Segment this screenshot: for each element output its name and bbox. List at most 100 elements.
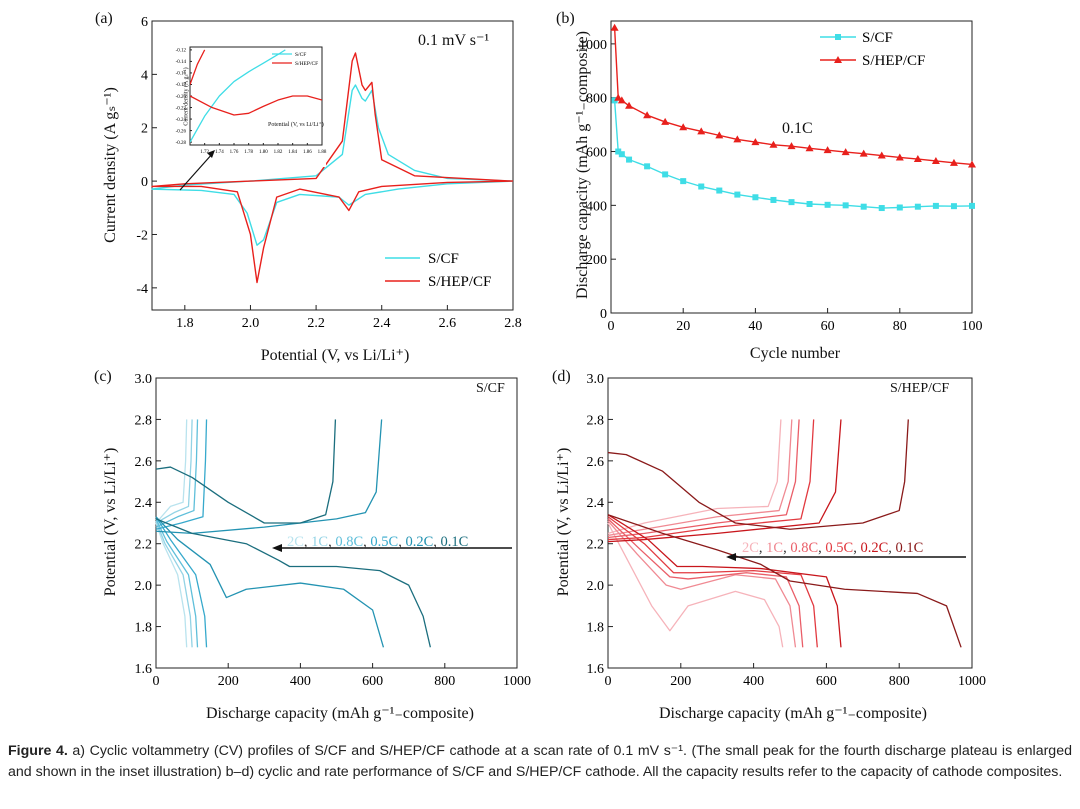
c-ytick-label: 2.8 bbox=[135, 413, 153, 428]
c-xtick-label: 800 bbox=[434, 674, 455, 689]
inset-xtick-label: 1.76 bbox=[230, 150, 239, 155]
data-point bbox=[824, 201, 831, 208]
data-point bbox=[788, 199, 795, 206]
data-point bbox=[969, 202, 975, 209]
caption-label: Figure 4. bbox=[8, 743, 68, 759]
data-point bbox=[662, 171, 669, 178]
charge-curve-0.1C bbox=[155, 419, 337, 524]
legend-label-a: S/HEP/CF bbox=[428, 274, 491, 290]
inset-xtick-label: 1.88 bbox=[318, 150, 327, 155]
inset-legend-label: S/CF bbox=[295, 52, 306, 58]
charge-curve-0.5C bbox=[607, 419, 815, 541]
rate-label-0.1C: 0.1C bbox=[895, 540, 923, 556]
inset-xtick-label: 1.84 bbox=[288, 150, 297, 155]
b-ylabel: Discharge capacity (mAh g⁻¹₋composite) bbox=[574, 31, 591, 299]
a-xtick-label: 2.8 bbox=[504, 316, 522, 331]
rate-label-0.2C: 0.2C bbox=[860, 540, 888, 556]
inset-legend-label: S/HEP/CF bbox=[295, 61, 318, 67]
charge-curve-0.8C bbox=[155, 419, 199, 528]
figure-canvas: 1.8 2.0 2.2 2.4 2.6 2.8 -4 -2 0 2 4 6 S/CF S/HEP/CF 1.… bbox=[135, 15, 987, 689]
inset-xtick-label: 1.74 bbox=[215, 150, 224, 155]
inset-xtick-label: 1.78 bbox=[244, 150, 253, 155]
discharge-curve-0.1C bbox=[607, 514, 962, 648]
b-xtick-label: 20 bbox=[676, 319, 690, 334]
a-xtick-label: 1.8 bbox=[176, 316, 194, 331]
c-axes-frame bbox=[155, 377, 518, 669]
b-xtick-label: 100 bbox=[962, 319, 983, 334]
a-xtick-label: 2.4 bbox=[373, 316, 391, 331]
inset-pointer-arrow bbox=[179, 152, 214, 191]
rate-label-separator: , bbox=[304, 534, 311, 550]
data-point bbox=[752, 194, 759, 201]
data-point bbox=[859, 149, 868, 157]
a-ytick-label: 0 bbox=[141, 175, 148, 190]
b-xtick-label: 80 bbox=[893, 319, 907, 334]
c-xtick-label: 0 bbox=[153, 674, 160, 689]
caption-text: a) Cyclic voltammetry (CV) profiles of S… bbox=[8, 743, 1072, 780]
a-ytick-label: 6 bbox=[141, 15, 148, 30]
d-ytick-label: 2.6 bbox=[587, 455, 605, 470]
rate-label-separator: , bbox=[328, 534, 335, 550]
data-point bbox=[805, 144, 814, 152]
data-point bbox=[661, 117, 670, 125]
c-ytick-label: 1.6 bbox=[135, 662, 153, 677]
rate-label-0.8C: 0.8C bbox=[335, 534, 363, 550]
rate-annotation: 0.1C bbox=[782, 120, 813, 137]
data-point bbox=[679, 123, 688, 131]
data-point bbox=[610, 23, 619, 31]
cycle-curve bbox=[613, 27, 973, 166]
data-point bbox=[716, 187, 723, 194]
data-point bbox=[841, 148, 850, 156]
a-ytick-label: 2 bbox=[141, 122, 148, 137]
data-point bbox=[680, 178, 687, 185]
rate-label-separator: , bbox=[398, 534, 405, 550]
data-point bbox=[751, 138, 760, 146]
data-point bbox=[734, 191, 741, 198]
charge-curve-0.2C bbox=[607, 419, 842, 543]
data-point bbox=[769, 140, 778, 148]
inset-ytick-label: -0.24 bbox=[176, 118, 187, 123]
d-ytick-label: 1.8 bbox=[587, 620, 605, 635]
d-ytick-label: 2.0 bbox=[587, 579, 605, 594]
data-point bbox=[950, 203, 957, 210]
data-point bbox=[842, 202, 849, 209]
data-point bbox=[932, 202, 939, 209]
scan-rate-annotation: 0.1 mV s⁻¹ bbox=[418, 32, 490, 49]
panel-d-title: S/HEP/CF bbox=[890, 381, 950, 396]
rate-label-0.1C: 0.1C bbox=[440, 534, 468, 550]
rate-label-separator: , bbox=[433, 534, 440, 550]
discharge-curve-2C bbox=[607, 522, 784, 648]
legend-marker-b bbox=[835, 34, 841, 40]
c-ytick-label: 2.4 bbox=[135, 496, 153, 511]
data-point bbox=[860, 203, 867, 210]
data-point bbox=[949, 158, 958, 166]
data-point bbox=[618, 151, 625, 158]
inset-ytick-label: -0.26 bbox=[176, 129, 187, 134]
d-xtick-label: 600 bbox=[816, 674, 837, 689]
legend-marker-b bbox=[834, 56, 842, 63]
d-rate-labels: 2C, 1C, 0.8C, 0.5C, 0.2C, 0.1C bbox=[742, 540, 923, 556]
c-rate-labels: 2C, 1C, 0.8C, 0.5C, 0.2C, 0.1C bbox=[287, 534, 468, 550]
b-xtick-label: 0 bbox=[608, 319, 615, 334]
data-point bbox=[733, 135, 742, 143]
d-xtick-label: 800 bbox=[889, 674, 910, 689]
data-point bbox=[644, 163, 651, 170]
data-point bbox=[878, 205, 885, 212]
rate-label-separator: , bbox=[853, 540, 860, 556]
inset-ytick-label: -0.28 bbox=[176, 141, 187, 146]
data-point bbox=[614, 93, 623, 101]
rate-label-0.8C: 0.8C bbox=[790, 540, 818, 556]
panel-c-title: S/CF bbox=[476, 381, 505, 396]
arrowhead-icon bbox=[272, 544, 282, 552]
c-xlabel: Discharge capacity (mAh g⁻¹₋composite) bbox=[206, 705, 474, 722]
rate-label-0.5C: 0.5C bbox=[825, 540, 853, 556]
c-ytick-label: 2.6 bbox=[135, 455, 153, 470]
rate-label-2C: 2C bbox=[742, 540, 759, 556]
figure-caption: Figure 4. a) Cyclic voltammetry (CV) pro… bbox=[8, 741, 1072, 783]
d-xtick-label: 1000 bbox=[958, 674, 986, 689]
panel-label-b: (b) bbox=[556, 10, 575, 27]
d-axes-frame bbox=[607, 377, 973, 669]
rate-label-separator: , bbox=[888, 540, 895, 556]
rate-label-separator: , bbox=[759, 540, 766, 556]
discharge-curve-0.5C bbox=[155, 516, 208, 648]
